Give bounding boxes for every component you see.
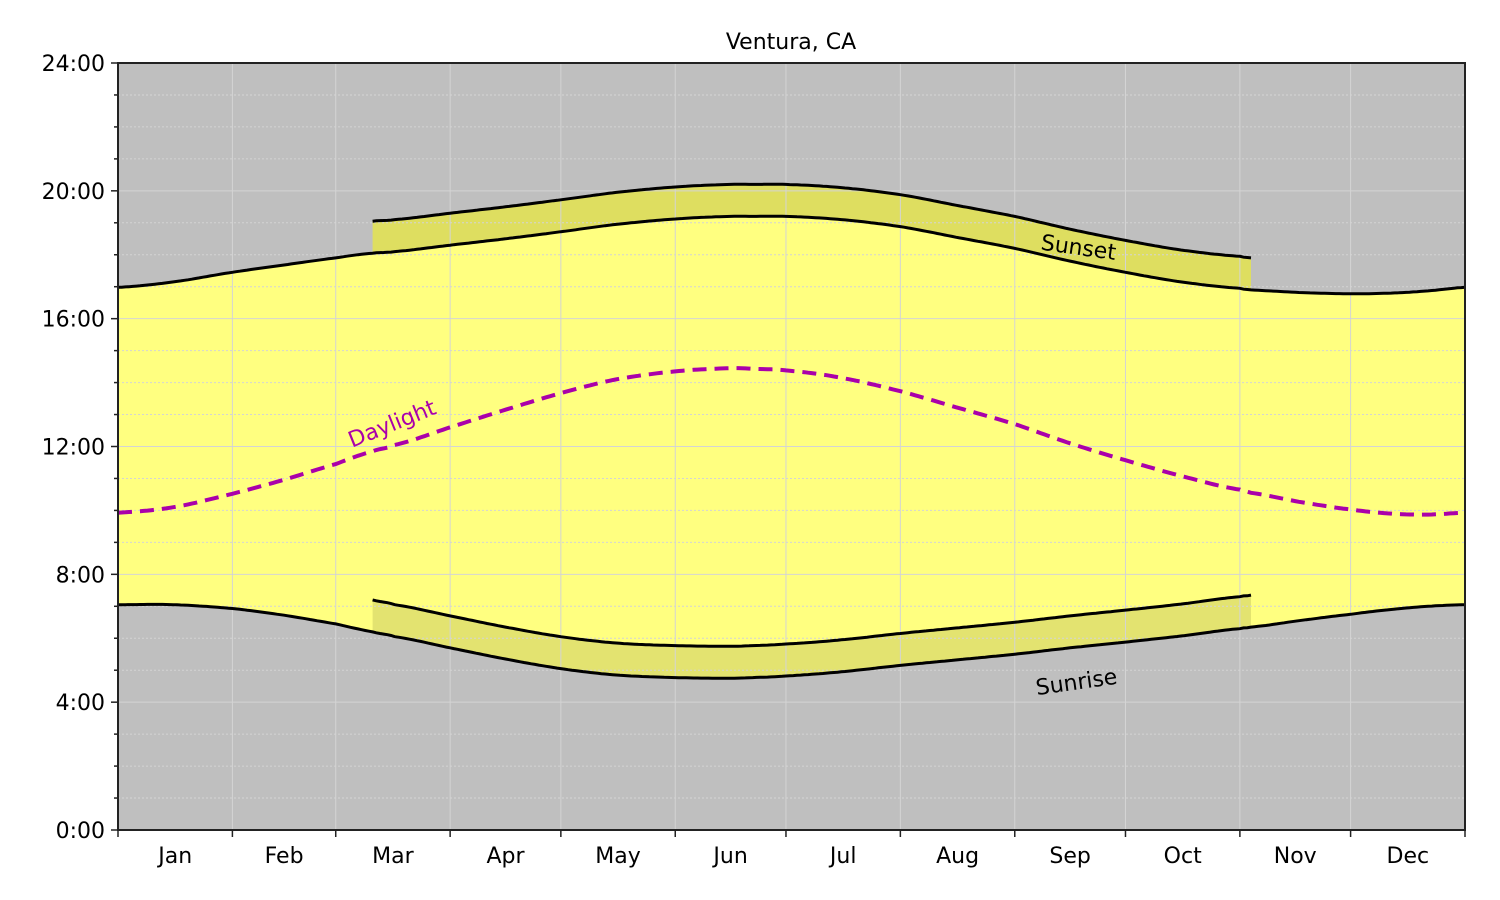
y-tick-label: 20:00 <box>42 180 105 205</box>
x-tick-label-feb: Feb <box>265 844 304 869</box>
x-axis: Jan Feb Mar Apr May Jun Jul Aug Sep Oct Nov Dec <box>117 830 1466 869</box>
sunrise-line <box>118 602 1466 680</box>
x-tick-label-mar: Mar <box>372 844 414 869</box>
chart-title: Ventura, CA <box>726 30 856 55</box>
daylight-length-line <box>117 366 1466 517</box>
x-tick-label-sep: Sep <box>1049 844 1090 869</box>
sunset-line <box>117 214 1466 296</box>
y-tick-label: 12:00 <box>42 436 105 461</box>
x-tick-label-aug: Aug <box>936 844 979 869</box>
x-tick-label-apr: Apr <box>486 844 525 869</box>
x-tick-label-may: May <box>595 844 640 869</box>
x-tick-label-jul: Jul <box>828 844 857 869</box>
daylight-area <box>118 216 1465 679</box>
x-tick-label-oct: Oct <box>1164 844 1202 869</box>
y-tick-label: 8:00 <box>56 563 105 588</box>
dst-sunrise-band <box>372 595 1252 679</box>
x-tick-label-jun: Jun <box>711 844 747 869</box>
x-tick-label-jan: Jan <box>156 844 192 869</box>
dst-sunset-band <box>372 184 1252 290</box>
y-tick-label: 0:00 <box>56 819 105 844</box>
y-tick-label: 16:00 <box>42 308 105 333</box>
dst-sunset-line <box>372 182 1252 260</box>
y-tick-label: 24:00 <box>42 52 105 77</box>
y-axis: 0:00 4:00 8:00 12:00 16:00 20:00 24:00 <box>42 52 118 844</box>
y-tick-label: 4:00 <box>56 691 105 716</box>
x-tick-label-nov: Nov <box>1274 844 1317 869</box>
x-tick-label-dec: Dec <box>1387 844 1430 869</box>
grid-lines <box>118 63 1465 830</box>
dst-sunrise-line <box>372 593 1252 648</box>
